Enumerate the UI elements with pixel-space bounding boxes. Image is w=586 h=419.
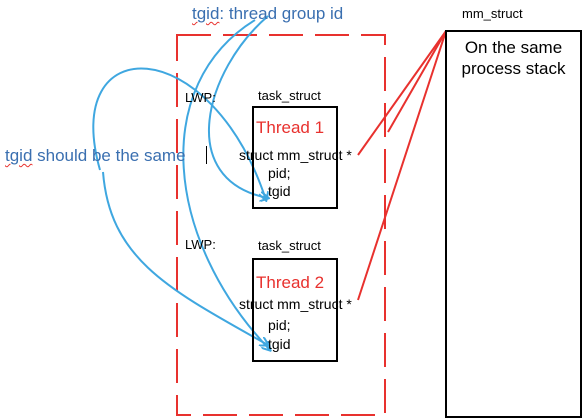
task-struct-box-thread1 bbox=[252, 106, 338, 209]
text-cursor bbox=[206, 146, 207, 164]
tgid-definition-keyword: tgid bbox=[192, 4, 220, 23]
mm-struct-line1: On the same bbox=[464, 38, 563, 57]
arrow-left-to-tgid1 bbox=[92, 67, 266, 200]
thread1-field-tgid: tgid bbox=[268, 183, 291, 199]
thread1-title: Thread 1 bbox=[256, 118, 325, 137]
thread2-title: Thread 2 bbox=[256, 273, 325, 292]
tgid-same-keyword: tgid bbox=[5, 146, 33, 165]
mm-struct-box: On the same process stack bbox=[445, 30, 582, 418]
lwp-label-thread1: LWP: bbox=[185, 90, 216, 105]
arrow-title-to-tgid2 bbox=[182, 19, 270, 350]
lwp-label-thread2: LWP: bbox=[185, 237, 216, 252]
tgid-same-text: should be the same bbox=[32, 146, 186, 165]
tgid-same-note: tgid should be the same bbox=[5, 146, 186, 166]
thread2-field-pid: pid; bbox=[268, 317, 291, 333]
arrow-left-to-tgid2 bbox=[102, 171, 268, 345]
arrow-title-to-tgid1 bbox=[207, 15, 268, 198]
thread2-field-mm: struct mm_struct * bbox=[239, 296, 352, 312]
task-struct-label-thread1: task_struct bbox=[258, 88, 321, 103]
thread2-field-tgid: tgid bbox=[268, 336, 291, 352]
tgid-definition-text: : thread group id bbox=[219, 4, 344, 23]
task-struct-box-thread2 bbox=[252, 258, 338, 362]
mm-struct-line2: process stack bbox=[461, 59, 566, 78]
mm-pointer-line-thread2 bbox=[357, 30, 447, 301]
thread1-field-mm: struct mm_struct * bbox=[239, 147, 352, 163]
mm-struct-label: mm_struct bbox=[462, 6, 523, 21]
mm-pointer-line-thread1 bbox=[357, 30, 447, 156]
process-boundary bbox=[176, 34, 386, 416]
tgid-definition-note: tgid: thread group id bbox=[192, 4, 343, 24]
mm-pointer-line-top bbox=[387, 30, 447, 133]
task-struct-label-thread2: task_struct bbox=[258, 238, 321, 253]
thread1-field-pid: pid; bbox=[268, 165, 291, 181]
